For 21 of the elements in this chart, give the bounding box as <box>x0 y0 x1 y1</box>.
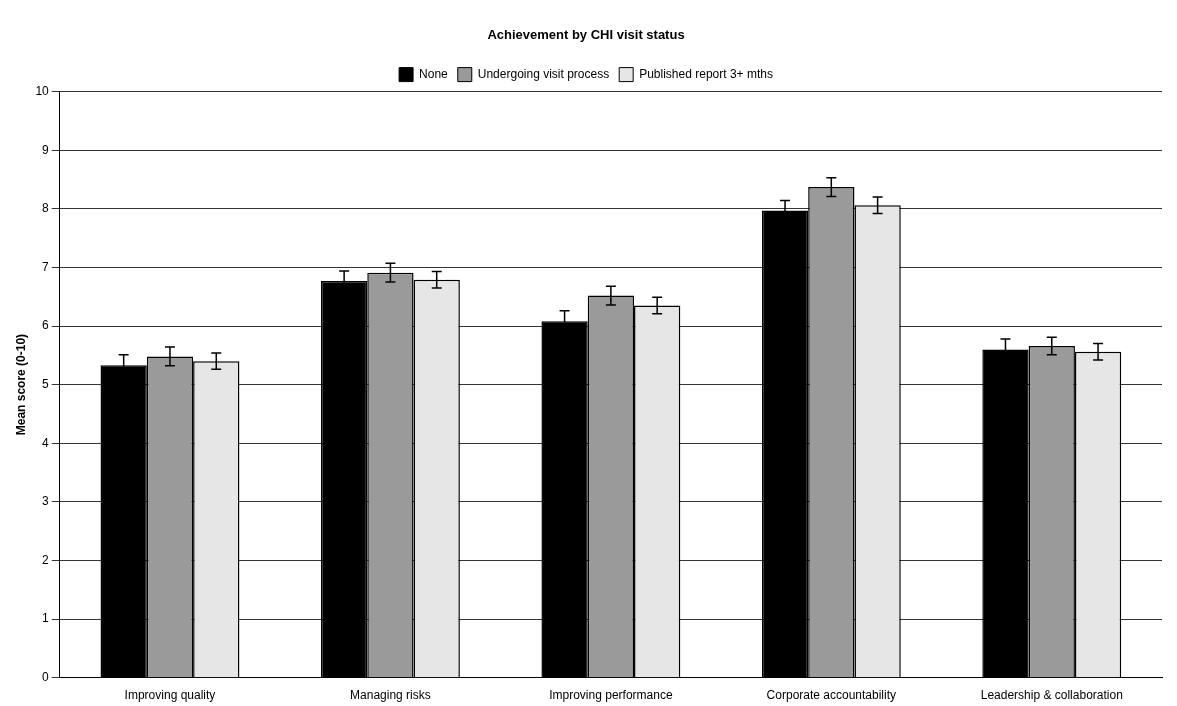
y-tick-label: 10 <box>35 83 50 98</box>
y-tick-label: 9 <box>42 142 50 157</box>
x-tick-label: Improving quality <box>124 688 216 703</box>
x-tick-label: Improving performance <box>549 688 673 703</box>
y-tick-label: 8 <box>42 201 50 216</box>
y-tick-label: 2 <box>42 552 50 567</box>
legend-label: None <box>419 66 449 81</box>
y-tick-label: 3 <box>42 494 50 509</box>
y-tick-label: 0 <box>42 669 50 684</box>
x-tick-label: Corporate accountability <box>766 688 897 703</box>
y-tick-label: 4 <box>42 435 50 450</box>
y-axis-title: Mean score (0-10) <box>13 333 28 436</box>
legend-label: Undergoing visit process <box>477 66 610 81</box>
y-tick-label: 1 <box>42 611 50 626</box>
chart-title: Achievement by CHI visit status <box>487 27 685 43</box>
y-tick-label: 7 <box>42 259 50 274</box>
x-tick-label: Leadership & collaboration <box>980 688 1123 703</box>
legend-label: Published report 3+ mths <box>639 66 773 81</box>
y-tick-label: 6 <box>42 318 50 333</box>
x-tick-label: Managing risks <box>350 688 431 703</box>
y-tick-label: 5 <box>42 376 50 391</box>
